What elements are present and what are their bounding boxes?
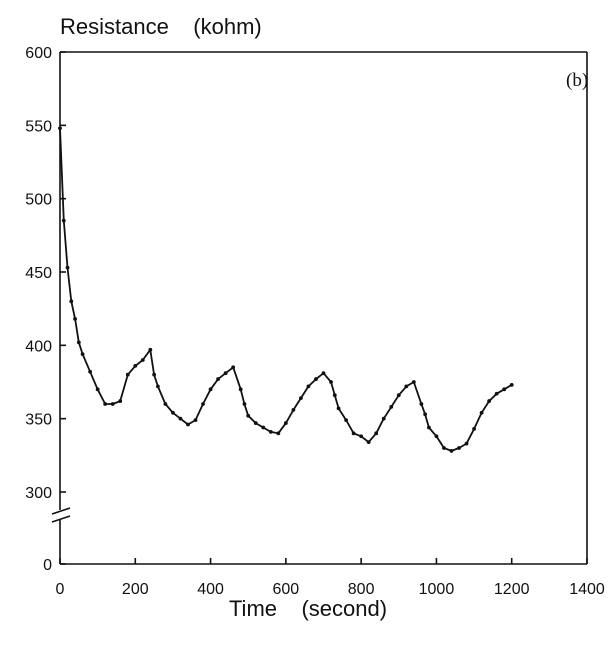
data-point [242, 402, 247, 406]
data-point [69, 299, 74, 304]
data-point [253, 421, 258, 425]
data-point [261, 425, 266, 430]
data-point [366, 440, 371, 445]
data-point [404, 384, 409, 389]
y-tick-label: 400 [25, 338, 52, 355]
x-tick-label: 400 [197, 581, 224, 598]
data-point [276, 431, 281, 436]
data-point [457, 446, 461, 450]
data-point [411, 380, 416, 384]
series-line [59, 128, 513, 452]
data-point [178, 416, 183, 421]
data-point [396, 393, 401, 398]
data-point [246, 413, 251, 418]
y-tick-label: 550 [25, 118, 52, 135]
data-point [88, 369, 93, 374]
y-tick-label: 450 [25, 265, 52, 282]
data-point [118, 399, 123, 403]
data-point [58, 126, 62, 131]
data-point [449, 449, 454, 453]
data-point [509, 383, 514, 387]
data-point [133, 363, 138, 368]
y-tick-label: 500 [25, 192, 52, 209]
data-point [193, 418, 198, 423]
axis-break-mark-lower [51, 515, 71, 523]
x-axis-label: Time (second) [228, 596, 388, 621]
data-point [73, 317, 77, 321]
data-point [238, 387, 243, 392]
data-point [103, 402, 108, 406]
data-point [359, 434, 364, 439]
data-point [155, 384, 160, 389]
data-point [434, 434, 439, 439]
data-point [61, 218, 66, 223]
data-point [76, 340, 81, 345]
data-point [314, 377, 318, 381]
data-point [344, 418, 348, 423]
data-point [171, 410, 175, 415]
data-point [332, 393, 337, 398]
x-tick-label: 0 [56, 581, 65, 598]
data-point [110, 402, 115, 406]
data-point [80, 352, 85, 357]
data-point [186, 422, 190, 427]
x-tick-label: 1000 [419, 581, 455, 598]
data-point [464, 441, 469, 446]
data-point [125, 372, 130, 377]
data-point [291, 407, 296, 412]
data-point [321, 371, 326, 376]
data-point [223, 371, 228, 376]
y-tick-label: 300 [25, 485, 52, 502]
chart-title: Resistance (kohm) [60, 14, 262, 39]
data-point [423, 412, 428, 417]
x-tick-label: 600 [273, 581, 300, 598]
data-point [494, 391, 499, 396]
data-point [502, 387, 507, 392]
data-point [374, 431, 379, 436]
data-point [419, 402, 424, 406]
data-point [472, 427, 476, 431]
data-point [442, 446, 446, 450]
data-point [95, 387, 100, 392]
data-point [336, 406, 341, 411]
data-point [216, 377, 221, 381]
data-point [231, 365, 236, 370]
data-point [148, 347, 153, 352]
x-tick-label: 1200 [494, 581, 530, 598]
y-tick-label: 0 [43, 557, 52, 574]
data-point [283, 421, 288, 425]
data-point [351, 431, 356, 436]
x-tick-label: 1400 [569, 581, 605, 598]
x-tick-label: 800 [348, 581, 375, 598]
data-point [208, 387, 213, 392]
data-point [152, 372, 157, 377]
panel-label: (b) [566, 70, 589, 91]
data-point [65, 265, 70, 270]
axis-break-mark-upper [51, 507, 71, 515]
data-point [268, 429, 273, 434]
data-point [479, 410, 484, 415]
data-point [140, 358, 145, 362]
data-point [487, 399, 492, 403]
x-tick-label: 200 [122, 581, 149, 598]
data-point [299, 396, 303, 401]
data-point [329, 380, 333, 384]
data-point [163, 402, 168, 406]
data-point [427, 425, 431, 430]
data-point [381, 416, 386, 421]
data-point [306, 384, 311, 389]
data-point [389, 405, 394, 409]
y-tick-label: 600 [25, 45, 52, 62]
y-tick-label: 350 [25, 412, 52, 429]
data-point [201, 402, 205, 406]
